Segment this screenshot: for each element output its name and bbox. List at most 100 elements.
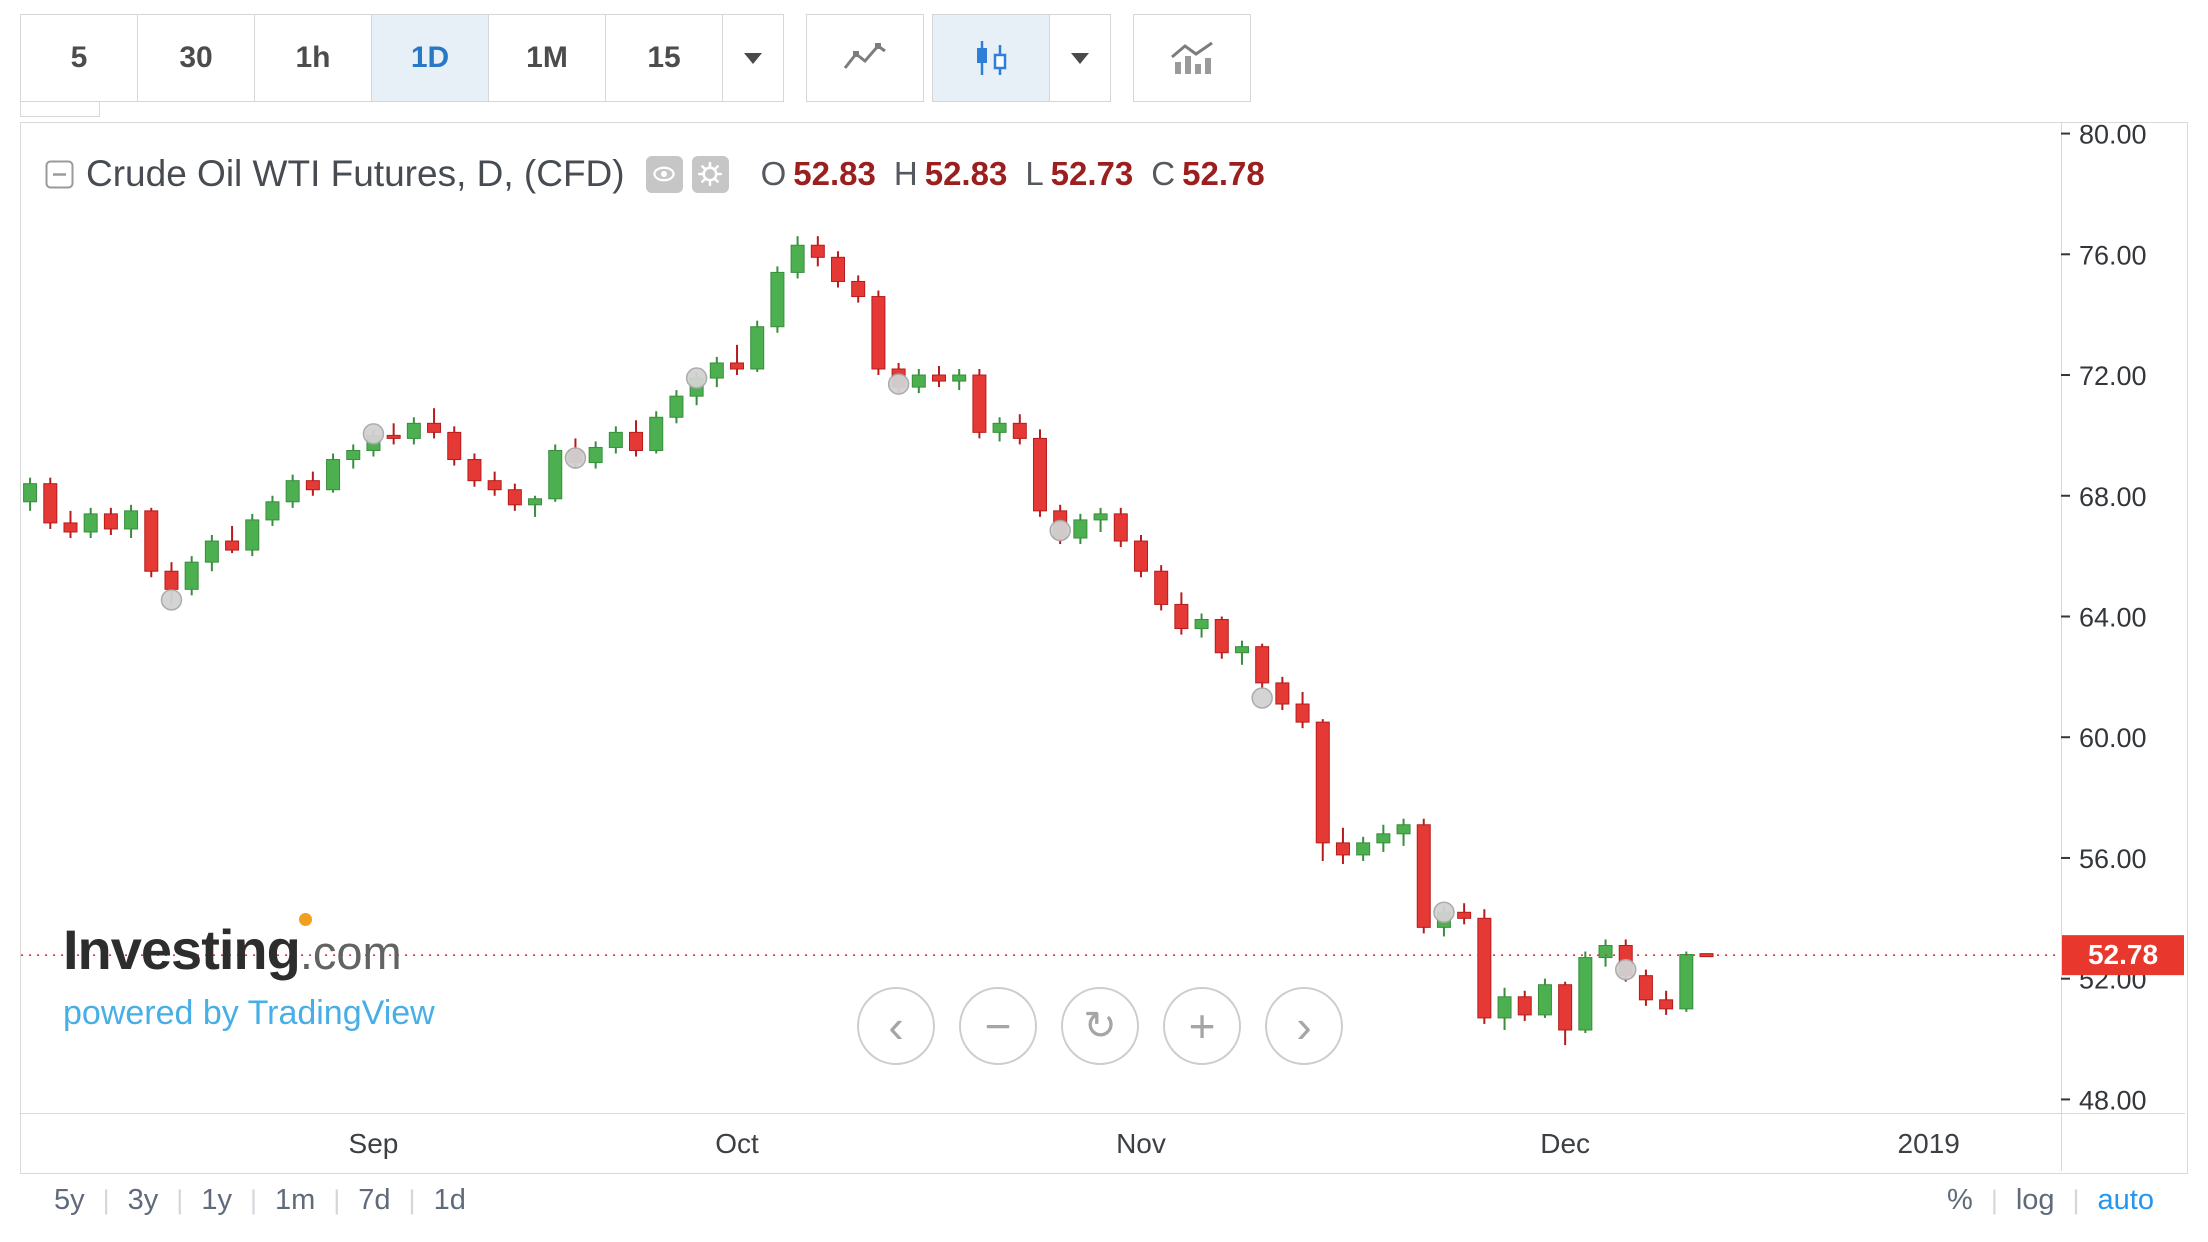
chart-canvas[interactable]: 80.0076.0072.0068.0064.0060.0056.0052.00… — [21, 123, 2185, 1171]
candle — [1335, 827, 1350, 864]
candle — [1073, 513, 1088, 545]
candle — [831, 251, 846, 288]
candle — [810, 236, 825, 267]
candle — [649, 411, 664, 454]
line-chart-type-button[interactable] — [806, 14, 924, 102]
candle — [83, 507, 98, 539]
candle — [1679, 951, 1694, 1012]
interval-dropdown-button[interactable] — [722, 14, 784, 102]
candle — [1255, 643, 1270, 689]
range-button-5y[interactable]: 5y — [54, 1184, 85, 1216]
candle — [1537, 978, 1552, 1018]
candle — [528, 495, 543, 517]
candle — [1032, 429, 1047, 517]
event-marker[interactable] — [160, 589, 183, 611]
range-buttons: 5y | 3y | 1y | 1m | 7d | 1d — [36, 1184, 484, 1217]
candle — [1113, 507, 1128, 548]
price-tick-label: 68.00 — [2079, 482, 2147, 512]
candle — [1477, 909, 1492, 1024]
zoom-out-button[interactable]: − — [959, 987, 1037, 1065]
candle — [225, 525, 240, 554]
candle — [43, 477, 58, 529]
range-button-1d[interactable]: 1d — [433, 1184, 466, 1216]
scale-button-auto[interactable]: auto — [2097, 1184, 2154, 1216]
interval-button-1h[interactable]: 1h — [254, 14, 372, 102]
time-tick-label: Oct — [715, 1128, 759, 1159]
indicators-icon — [1171, 41, 1213, 74]
candle — [467, 453, 482, 487]
candle — [1174, 592, 1189, 635]
candle — [1376, 824, 1391, 852]
price-tick-label: 48.00 — [2079, 1085, 2147, 1115]
range-button-7d[interactable]: 7d — [358, 1184, 391, 1216]
price-tick-label: 56.00 — [2079, 844, 2147, 874]
candle — [63, 510, 78, 539]
event-marker[interactable] — [1251, 687, 1273, 709]
candle — [1457, 903, 1472, 925]
high-label: H — [893, 155, 918, 192]
candle — [1194, 613, 1209, 638]
chart-nav-controls: ‹ − ↻ + › — [21, 123, 2187, 1173]
time-axis[interactable]: Sep Oct Nov Dec 2019 — [349, 1128, 1960, 1159]
interval-button-15[interactable]: 15 — [605, 14, 723, 102]
candles-series — [23, 236, 1714, 1046]
candle — [548, 444, 563, 502]
event-marker[interactable] — [685, 367, 708, 389]
candle — [1275, 676, 1290, 711]
interval-button-30[interactable]: 30 — [137, 14, 255, 102]
price-tick-label: 76.00 — [2079, 240, 2147, 270]
candle — [346, 444, 361, 469]
interval-button-1M[interactable]: 1M — [488, 14, 606, 102]
candlestick-chart-type-button[interactable] — [932, 14, 1050, 102]
ohlc-values: O 52.83 H 52.83 L 52.73 C 52.78 — [743, 155, 1265, 193]
reset-view-button[interactable]: ↻ — [1061, 987, 1139, 1065]
event-marker[interactable] — [1049, 519, 1071, 542]
candle — [447, 426, 462, 466]
candle — [1598, 939, 1613, 967]
separator: | — [102, 1185, 110, 1215]
candle — [1012, 414, 1027, 445]
candle — [911, 368, 926, 394]
symbol-title: Crude Oil WTI Futures, D, (CFD) — [86, 153, 625, 194]
separator: | — [2072, 1185, 2080, 1215]
bottom-toolbar: 5y | 3y | 1y | 1m | 7d | 1d % | log | auto — [20, 1184, 2186, 1217]
separator: | — [1990, 1185, 1998, 1215]
high-value: 52.83 — [924, 155, 1008, 192]
toolbar-overflow-stub — [20, 101, 100, 117]
candle — [851, 275, 866, 303]
candle — [184, 556, 199, 596]
event-marker[interactable] — [887, 373, 910, 395]
scale-buttons: % | log | auto — [1929, 1184, 2172, 1217]
event-marker[interactable] — [362, 423, 385, 445]
candle — [245, 513, 260, 557]
candle — [1295, 691, 1310, 729]
candle — [124, 504, 139, 539]
scale-button-log[interactable]: log — [2015, 1184, 2055, 1216]
line-chart-icon — [843, 43, 886, 69]
range-button-3y[interactable]: 3y — [127, 1184, 159, 1216]
candle — [103, 507, 118, 535]
candle — [1558, 981, 1573, 1046]
pan-left-button[interactable]: ‹ — [857, 987, 935, 1065]
range-button-1y[interactable]: 1y — [201, 1184, 232, 1216]
event-marker[interactable] — [1614, 958, 1637, 981]
candle — [1659, 990, 1674, 1015]
event-marker[interactable] — [1433, 901, 1455, 924]
interval-button-5[interactable]: 5 — [20, 14, 138, 102]
chart-type-dropdown-button[interactable] — [1049, 14, 1111, 102]
scale-button-%[interactable]: % — [1947, 1184, 1973, 1216]
toggle-visibility-button[interactable] — [645, 155, 683, 193]
series-settings-button[interactable] — [691, 155, 729, 193]
collapse-legend-icon[interactable] — [45, 160, 74, 189]
indicators-button[interactable] — [1133, 14, 1251, 102]
interval-button-1D[interactable]: 1D — [371, 14, 489, 102]
price-tick-label: 64.00 — [2079, 602, 2147, 632]
candle — [1517, 990, 1532, 1021]
pan-right-button[interactable]: › — [1265, 987, 1343, 1065]
zoom-in-button[interactable]: + — [1163, 987, 1241, 1065]
price-tick-label: 60.00 — [2079, 723, 2147, 753]
candle — [730, 344, 745, 376]
range-button-1m[interactable]: 1m — [274, 1184, 316, 1216]
event-marker[interactable] — [564, 447, 587, 469]
low-value: 52.73 — [1050, 155, 1134, 192]
